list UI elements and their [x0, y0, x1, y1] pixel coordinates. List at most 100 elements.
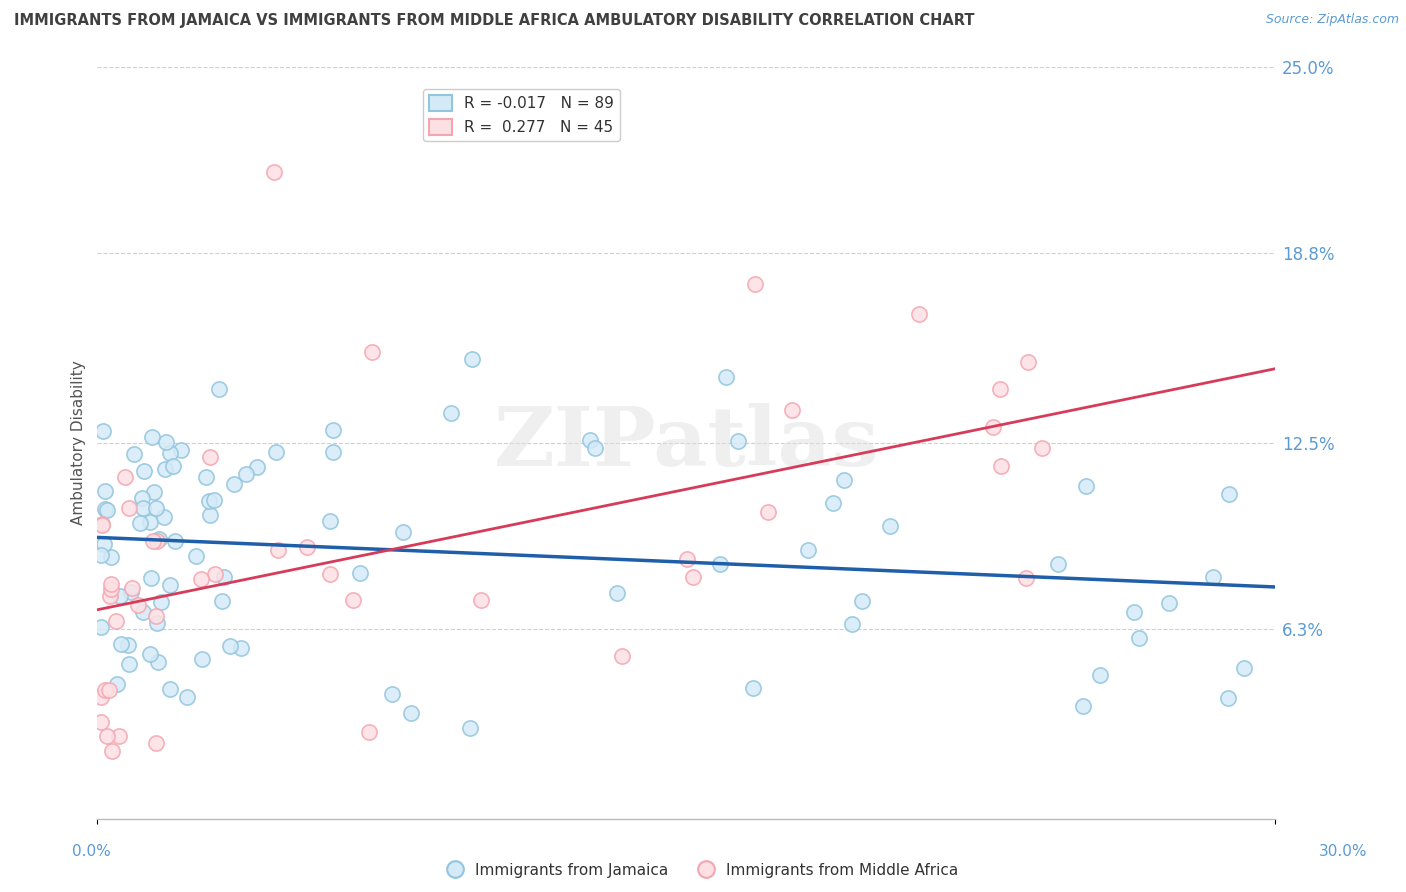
Point [460, 722, 482, 736]
Point [716, 369, 738, 384]
Point [150, 595, 173, 609]
Point [108, 589, 131, 603]
Point [155, 434, 177, 449]
Point [142, 533, 165, 548]
Point [114, 470, 136, 484]
Point [105, 615, 128, 629]
Point [988, 382, 1011, 396]
Point [145, 609, 167, 624]
Point [907, 307, 929, 321]
Point [579, 433, 602, 447]
Point [200, 450, 222, 464]
Point [165, 533, 187, 548]
Point [110, 637, 132, 651]
Point [1216, 691, 1239, 706]
Text: ZIPatlas: ZIPatlas [494, 402, 879, 483]
Point [145, 534, 167, 549]
Point [96, 729, 118, 743]
Point [121, 581, 143, 595]
Point [90, 715, 112, 730]
Point [90, 620, 112, 634]
Point [264, 445, 287, 459]
Legend: R = -0.017   N = 89, R =  0.277   N = 45: R = -0.017 N = 89, R = 0.277 N = 45 [423, 89, 620, 141]
Point [297, 540, 319, 554]
Point [675, 552, 697, 566]
Point [148, 533, 170, 547]
Point [134, 464, 156, 478]
Point [1071, 699, 1094, 714]
Point [981, 419, 1004, 434]
Point [91, 518, 114, 533]
Point [235, 467, 257, 482]
Point [222, 476, 245, 491]
Point [124, 447, 146, 461]
Point [93, 502, 115, 516]
Point [361, 345, 384, 359]
Point [1233, 661, 1256, 675]
Point [190, 572, 212, 586]
Point [391, 524, 413, 539]
Point [127, 599, 149, 613]
Point [100, 549, 122, 564]
Point [100, 744, 122, 758]
Point [145, 500, 167, 515]
Point [879, 519, 901, 533]
Point [132, 605, 155, 619]
Point [159, 578, 181, 592]
Point [851, 594, 873, 608]
Point [184, 549, 207, 563]
Point [782, 403, 804, 417]
Point [98, 589, 121, 603]
Point [100, 582, 122, 596]
Text: IMMIGRANTS FROM JAMAICA VS IMMIGRANTS FROM MIDDLE AFRICA AMBULATORY DISABILITY C: IMMIGRANTS FROM JAMAICA VS IMMIGRANTS FR… [14, 13, 974, 29]
Point [108, 729, 131, 743]
Point [1202, 570, 1225, 584]
Point [96, 503, 118, 517]
Point [322, 423, 344, 437]
Point [319, 566, 342, 581]
Point [1123, 605, 1146, 619]
Point [606, 586, 628, 600]
Point [834, 473, 856, 487]
Point [1074, 479, 1097, 493]
Point [990, 459, 1012, 474]
Point [349, 566, 371, 581]
Point [381, 687, 404, 701]
Point [796, 542, 818, 557]
Point [744, 277, 766, 292]
Point [1128, 632, 1150, 646]
Point [841, 617, 863, 632]
Text: Source: ZipAtlas.com: Source: ZipAtlas.com [1265, 13, 1399, 27]
Point [267, 542, 290, 557]
Point [94, 484, 117, 499]
Point [821, 496, 844, 510]
Point [204, 566, 226, 581]
Point [219, 639, 242, 653]
Point [612, 648, 634, 663]
Point [263, 165, 285, 179]
Text: 0.0%: 0.0% [72, 845, 111, 859]
Point [145, 736, 167, 750]
Point [682, 570, 704, 584]
Point [1159, 596, 1181, 610]
Point [90, 690, 112, 705]
Point [176, 690, 198, 705]
Point [727, 434, 749, 449]
Point [162, 459, 184, 474]
Point [709, 557, 731, 571]
Point [100, 577, 122, 591]
Point [93, 537, 115, 551]
Point [146, 655, 169, 669]
Point [138, 515, 160, 529]
Point [1031, 441, 1053, 455]
Point [152, 509, 174, 524]
Point [202, 493, 225, 508]
Point [191, 652, 214, 666]
Point [440, 405, 463, 419]
Point [132, 500, 155, 515]
Point [159, 445, 181, 459]
Point [105, 677, 128, 691]
Point [319, 514, 342, 528]
Point [211, 594, 233, 608]
Legend: Immigrants from Jamaica, Immigrants from Middle Africa: Immigrants from Jamaica, Immigrants from… [441, 857, 965, 884]
